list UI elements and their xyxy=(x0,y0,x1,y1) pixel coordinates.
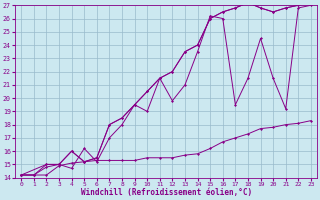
X-axis label: Windchill (Refroidissement éolien,°C): Windchill (Refroidissement éolien,°C) xyxy=(81,188,252,197)
